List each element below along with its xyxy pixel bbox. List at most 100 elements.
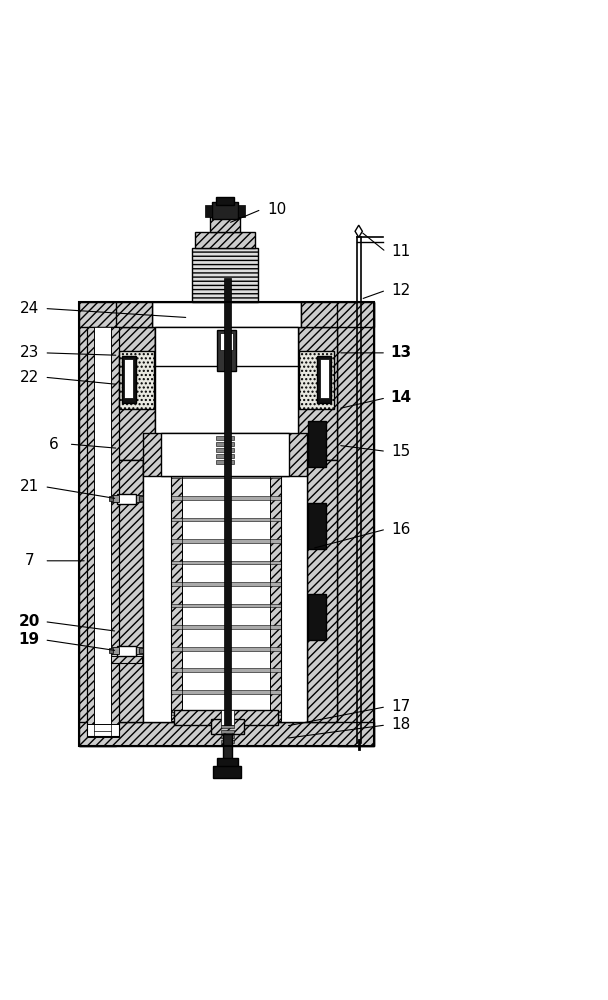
Bar xyxy=(111,656,142,663)
Bar xyxy=(136,647,142,654)
Bar xyxy=(224,278,231,725)
Bar xyxy=(308,503,326,549)
Bar xyxy=(79,302,374,746)
Bar xyxy=(87,327,94,725)
Bar xyxy=(337,302,374,746)
Bar xyxy=(117,646,136,656)
Text: 13: 13 xyxy=(391,345,412,360)
Bar xyxy=(171,561,281,564)
Text: 10: 10 xyxy=(267,202,286,217)
Bar xyxy=(298,327,337,460)
Bar xyxy=(87,725,119,734)
Bar xyxy=(171,668,281,672)
Bar xyxy=(171,712,281,715)
Bar xyxy=(87,724,119,737)
Bar xyxy=(220,333,232,350)
Bar xyxy=(301,302,337,327)
Bar xyxy=(171,518,281,521)
Polygon shape xyxy=(355,225,362,237)
Bar xyxy=(139,496,143,501)
Bar xyxy=(171,604,281,607)
Bar xyxy=(221,725,234,728)
Bar xyxy=(119,351,154,409)
Bar xyxy=(308,421,326,467)
Bar xyxy=(320,359,329,398)
Bar xyxy=(111,647,119,654)
Text: 21: 21 xyxy=(19,479,39,494)
Bar xyxy=(139,648,143,653)
Bar xyxy=(109,648,113,653)
Bar xyxy=(174,710,278,725)
Bar xyxy=(87,327,119,734)
Bar xyxy=(171,465,281,474)
Bar xyxy=(79,722,374,746)
Bar xyxy=(307,460,337,722)
Bar xyxy=(109,496,113,501)
Bar xyxy=(216,460,234,464)
Bar xyxy=(211,719,244,734)
Bar xyxy=(143,433,307,476)
Bar xyxy=(94,327,111,725)
Bar xyxy=(171,465,182,719)
Bar xyxy=(308,594,326,640)
Bar xyxy=(210,217,240,232)
Bar xyxy=(317,356,331,403)
Bar xyxy=(116,302,152,327)
Bar xyxy=(171,647,281,651)
Bar xyxy=(117,494,136,504)
Bar xyxy=(171,496,281,500)
Bar xyxy=(171,582,281,586)
Bar xyxy=(216,454,234,458)
Bar xyxy=(79,302,116,746)
Bar xyxy=(216,197,234,205)
Text: 23: 23 xyxy=(19,345,39,360)
Bar xyxy=(238,205,245,217)
Bar xyxy=(221,730,234,733)
Bar xyxy=(216,448,234,452)
Bar xyxy=(195,232,255,248)
Bar xyxy=(270,465,281,719)
Text: 17: 17 xyxy=(392,699,411,714)
Bar xyxy=(116,460,143,722)
Text: 12: 12 xyxy=(392,283,411,298)
Bar xyxy=(212,202,238,219)
Bar xyxy=(171,690,281,694)
Bar xyxy=(161,433,289,476)
Text: 6: 6 xyxy=(49,437,58,452)
Text: 24: 24 xyxy=(19,301,39,316)
Bar xyxy=(171,625,281,629)
Bar xyxy=(216,330,236,371)
Bar xyxy=(155,327,298,460)
Bar xyxy=(79,302,374,327)
Bar xyxy=(94,327,111,725)
Text: 7: 7 xyxy=(24,553,34,568)
Bar xyxy=(216,442,234,446)
Bar xyxy=(152,302,301,327)
Bar xyxy=(182,465,270,719)
Bar xyxy=(213,766,241,778)
Bar xyxy=(221,740,234,743)
Bar xyxy=(122,356,136,403)
Bar xyxy=(143,460,307,722)
Bar xyxy=(299,351,334,409)
Bar xyxy=(111,495,119,502)
Bar xyxy=(136,495,142,502)
Bar xyxy=(221,735,234,738)
Text: 19: 19 xyxy=(19,632,40,647)
Bar xyxy=(124,359,133,398)
Bar xyxy=(205,205,212,217)
Bar xyxy=(171,539,281,543)
Bar xyxy=(192,248,258,302)
Bar xyxy=(155,327,298,366)
Text: 15: 15 xyxy=(392,444,411,459)
Bar xyxy=(111,327,119,725)
Bar xyxy=(221,710,234,725)
Bar xyxy=(171,712,281,721)
Bar xyxy=(171,474,281,478)
Text: 11: 11 xyxy=(392,244,411,259)
Text: 20: 20 xyxy=(18,614,40,629)
Text: 18: 18 xyxy=(392,717,411,732)
Bar xyxy=(216,436,234,440)
Bar xyxy=(217,758,238,769)
Text: 16: 16 xyxy=(392,522,411,537)
